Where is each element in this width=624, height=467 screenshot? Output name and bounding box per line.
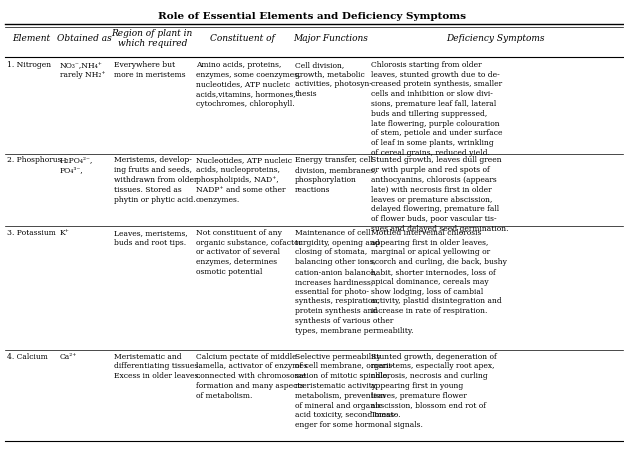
Text: Chlorosis starting from older
leaves, stunted growth due to de-
creased protein : Chlorosis starting from older leaves, st… — [371, 61, 502, 157]
Text: Leaves, meristems,
buds and root tips.: Leaves, meristems, buds and root tips. — [114, 229, 187, 247]
Text: Obtained as: Obtained as — [57, 34, 112, 43]
Text: Everywhere but
more in meristems: Everywhere but more in meristems — [114, 61, 185, 78]
Text: Selective permeability
of cell membrane, organi-
sation of mitotic spindle,
meri: Selective permeability of cell membrane,… — [295, 353, 422, 429]
Text: Meristems, develop-
ing fruits and seeds,
withdrawn from older
tissues. Stored a: Meristems, develop- ing fruits and seeds… — [114, 156, 197, 204]
Text: Element: Element — [12, 34, 51, 43]
Text: Constituent of: Constituent of — [210, 34, 275, 43]
Text: 2. Phosphorus: 2. Phosphorus — [7, 156, 62, 164]
Text: Role of Essential Elements and Deficiency Symptoms: Role of Essential Elements and Deficienc… — [158, 12, 466, 21]
Text: 3. Potassium: 3. Potassium — [7, 229, 56, 237]
Text: Region of plant in
which required: Region of plant in which required — [112, 29, 193, 49]
Text: Stunted growth, leaves dull green
or with purple and red spots of
anthocyanins, : Stunted growth, leaves dull green or wit… — [371, 156, 508, 233]
Text: Amino acids, proteins,
enzymes, some coenzymes,
nucleotides, ATP nucleic
acids,v: Amino acids, proteins, enzymes, some coe… — [196, 61, 300, 108]
Text: Mottled interveinal chlorosis
appearing first in older leaves,
marginal or apica: Mottled interveinal chlorosis appearing … — [371, 229, 507, 315]
Text: Deficiency Symptoms: Deficiency Symptoms — [446, 34, 545, 43]
Text: Ca²⁺: Ca²⁺ — [60, 353, 77, 361]
Text: 4. Calcium: 4. Calcium — [7, 353, 49, 361]
Text: Cell division,
growth, metabolic
activities, photosyn-
thesis: Cell division, growth, metabolic activit… — [295, 61, 371, 98]
Text: Stunted growth, degeneration of
meristems, especially root apex,
chlorosis, necr: Stunted growth, degeneration of meristem… — [371, 353, 497, 419]
Text: NO₃⁻,NH₄⁺
rarely NH₂⁺: NO₃⁻,NH₄⁺ rarely NH₂⁺ — [60, 61, 105, 78]
Text: K⁺: K⁺ — [60, 229, 70, 237]
Text: Major Functions: Major Functions — [293, 34, 368, 43]
Text: Energy transfer, cell
division, membranes,
phosphorylation
reactions: Energy transfer, cell division, membrane… — [295, 156, 376, 194]
Text: 1. Nitrogen: 1. Nitrogen — [7, 61, 52, 69]
Text: Calcium pectate of middle
lamella, activator of enzymes
connected with chromosom: Calcium pectate of middle lamella, activ… — [196, 353, 308, 400]
Text: Meristematic and
differentiating tissues.
Excess in older leaves.: Meristematic and differentiating tissues… — [114, 353, 200, 380]
Text: Nucleotides, ATP nucleic
acids, nucleoproteins,
phospholipids, NAD⁺,
NADP⁺ and s: Nucleotides, ATP nucleic acids, nucleopr… — [196, 156, 292, 204]
Text: Maintenance of cell
turgidity, opening and
closing of stomata,
balancing other i: Maintenance of cell turgidity, opening a… — [295, 229, 413, 335]
Text: Not constituent of any
organic substance, cofactor
or activator of several
enzym: Not constituent of any organic substance… — [196, 229, 302, 276]
Text: H₂PO₄²⁻,
PO₄³⁻,: H₂PO₄²⁻, PO₄³⁻, — [60, 156, 93, 174]
